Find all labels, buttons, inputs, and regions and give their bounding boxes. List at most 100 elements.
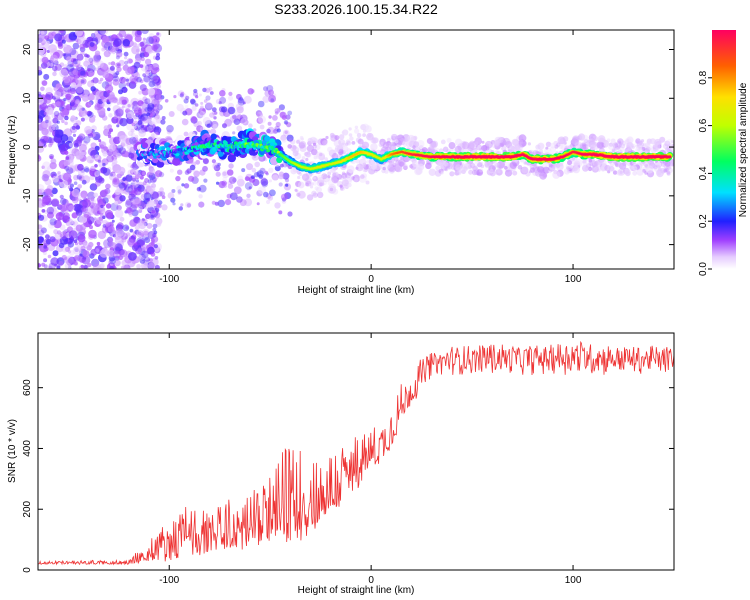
heatmap-cell: [54, 63, 62, 71]
heatmap-cell: [102, 151, 108, 157]
heatmap-cell: [180, 93, 188, 100]
heatmap-cell: [94, 104, 101, 111]
heatmap-cell: [477, 162, 483, 168]
heatmap-cell: [40, 135, 49, 145]
heatmap-cell: [153, 244, 158, 249]
heatmap-cell: [228, 95, 233, 101]
heatmap-cell: [92, 95, 98, 101]
heatmap-cell: [574, 159, 583, 167]
heatmap-cell: [152, 157, 159, 164]
heatmap-cell: [38, 110, 45, 120]
heatmap-cell: [503, 165, 508, 170]
heatmap-cell: [124, 266, 129, 269]
heatmap-cell: [47, 254, 52, 259]
heatmap-cell: [141, 201, 147, 208]
heatmap-cell: [99, 77, 104, 82]
heatmap-cell: [349, 136, 354, 141]
heatmap-cell: [124, 60, 129, 65]
heatmap-cell: [118, 30, 127, 38]
heatmap-cell: [200, 105, 204, 110]
heatmap-cell: [545, 146, 549, 150]
heatmap-cell: [64, 246, 71, 252]
heatmap-cell: [448, 142, 456, 149]
heatmap-cell: [108, 94, 116, 103]
heatmap-cell: [529, 162, 537, 170]
heatmap-cell: [198, 201, 205, 208]
heatmap-cell: [331, 176, 339, 184]
heatmap-cell: [142, 37, 146, 41]
heatmap-cell: [92, 77, 99, 84]
heatmap-cell: [106, 154, 114, 163]
heatmap-cell: [329, 132, 335, 138]
heatmap-cell: [49, 162, 57, 170]
heatmap-cell: [100, 95, 105, 100]
heatmap-cell: [54, 33, 63, 42]
heatmap-cell: [177, 191, 182, 195]
heatmap-cell: [264, 170, 269, 175]
heatmap-cell: [64, 121, 68, 126]
heatmap-cell: [523, 161, 527, 165]
heatmap-cell: [43, 73, 50, 80]
heatmap-cell: [404, 141, 408, 145]
heatmap-cell: [244, 198, 253, 207]
heatmap-cell: [430, 140, 439, 148]
heatmap-cell: [81, 79, 85, 84]
heatmap-cell: [62, 43, 67, 48]
heatmap-cell: [47, 265, 53, 269]
heatmap-cell: [49, 54, 59, 63]
heatmap-cell: [497, 170, 501, 174]
heatmap-cell: [94, 170, 100, 177]
heatmap-cell: [109, 266, 114, 269]
heatmap-cell: [211, 107, 217, 112]
heatmap-cell: [115, 62, 122, 69]
heatmap-cell: [649, 138, 657, 145]
heatmap-cell: [258, 115, 266, 124]
heatmap-cell: [38, 229, 45, 236]
heatmap-cell: [127, 238, 134, 246]
heatmap-cell: [256, 170, 264, 178]
heatmap-cell: [203, 178, 208, 183]
heatmap-cell: [314, 144, 321, 151]
heatmap-cell: [450, 161, 454, 165]
heatmap-cell: [156, 190, 163, 197]
heatmap-cell: [348, 127, 352, 131]
heatmap-cell: [87, 111, 94, 118]
heatmap-cell: [202, 165, 208, 172]
heatmap-cell: [74, 30, 84, 37]
heatmap-cell: [612, 170, 618, 175]
heatmap-cell: [590, 134, 597, 141]
heatmap-cell: [97, 30, 107, 35]
heatmap-cell: [121, 265, 126, 269]
heatmap-cell: [339, 184, 343, 188]
heatmap-cell: [312, 192, 318, 198]
heatmap-cell: [317, 177, 325, 185]
heatmap-cell: [338, 138, 346, 146]
heatmap-cell: [89, 61, 94, 66]
heatmap-cell: [198, 93, 202, 97]
heatmap-cell: [254, 161, 260, 168]
heatmap-cell: [67, 250, 72, 254]
heatmap-cell: [82, 242, 88, 248]
heatmap-cell: [50, 257, 59, 266]
heatmap-cell: [139, 115, 145, 121]
heatmap-cell: [72, 133, 77, 137]
heatmap-cell: [53, 110, 60, 117]
heatmap-cell: [268, 115, 272, 119]
heatmap-cell: [274, 111, 279, 115]
heatmap-cell: [210, 133, 217, 140]
heatmap-cell: [132, 177, 137, 182]
heatmap-cell: [84, 167, 90, 173]
heatmap-cell: [107, 124, 112, 130]
heatmap-cell: [476, 169, 484, 177]
heatmap-cell: [118, 147, 127, 155]
heatmap-cell: [301, 156, 306, 160]
heatmap-cell: [270, 156, 279, 166]
heatmap-cell: [153, 205, 158, 210]
heatmap-cell: [342, 179, 350, 187]
heatmap-cell: [270, 142, 275, 147]
heatmap-cell: [469, 162, 476, 169]
heatmap-cell: [49, 218, 57, 226]
heatmap-cell: [384, 162, 391, 169]
heatmap-cell: [122, 224, 130, 232]
heatmap-cell: [182, 110, 188, 116]
